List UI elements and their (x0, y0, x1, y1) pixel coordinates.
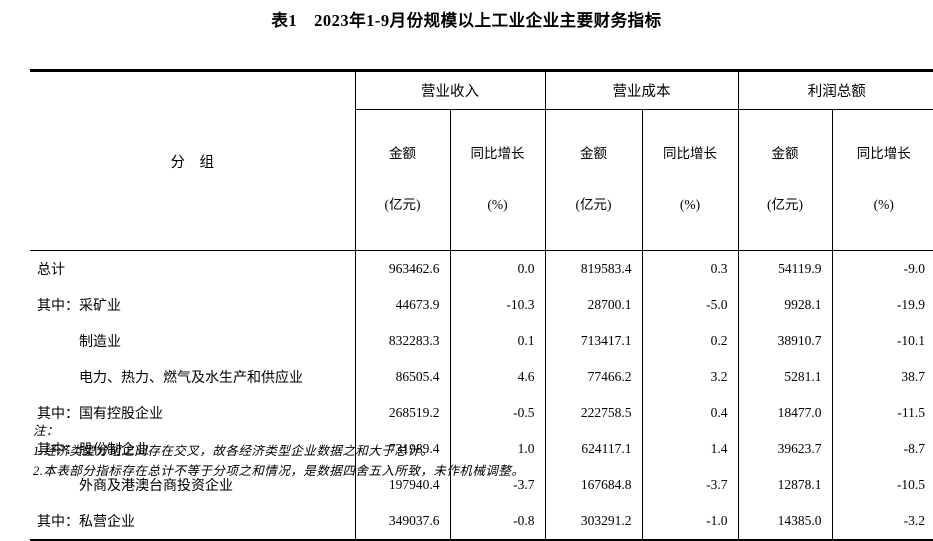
cell-value: 0.3 (642, 251, 738, 288)
cell-value: 9928.1 (738, 287, 832, 323)
cell-value: 3.2 (642, 359, 738, 395)
cell-value: 963462.6 (355, 251, 450, 288)
cell-value: 14385.0 (738, 503, 832, 540)
table-row-private: 其中：私营企业 349037.6 -0.8 303291.2 -1.0 1438… (30, 503, 933, 540)
subheader-line2: (亿元) (546, 196, 642, 213)
column-header-revenue: 营业收入 (355, 71, 545, 110)
cell-value: -19.9 (832, 287, 933, 323)
cell-value: -10.1 (832, 323, 933, 359)
cell-value: -10.3 (450, 287, 545, 323)
table-row-utilities: 电力、热力、燃气及水生产和供应业 86505.4 4.6 77466.2 3.2… (30, 359, 933, 395)
cell-value: 349037.6 (355, 503, 450, 540)
cell-value: 713417.1 (545, 323, 642, 359)
subheader-line1: 金额 (356, 145, 450, 162)
subheader-line1: 同比增长 (833, 145, 933, 162)
row-label: 其中：采矿业 (30, 287, 355, 323)
subheader-revenue-growth: 同比增长 (%) (450, 110, 545, 251)
row-label: 其中：私营企业 (30, 503, 355, 540)
cell-value: -0.8 (450, 503, 545, 540)
cell-value: -1.0 (642, 503, 738, 540)
cell-value: 44673.9 (355, 287, 450, 323)
subheader-revenue-amount: 金额 (亿元) (355, 110, 450, 251)
cell-value: 5281.1 (738, 359, 832, 395)
column-header-profit: 利润总额 (738, 71, 933, 110)
cell-value: 0.2 (642, 323, 738, 359)
page: { "title": "表1 2023年1-9月份规模以上工业企业主要财务指标"… (0, 0, 933, 484)
page-title: 表1 2023年1-9月份规模以上工业企业主要财务指标 (0, 7, 933, 31)
cell-value: 0.1 (450, 323, 545, 359)
subheader-cost-amount: 金额 (亿元) (545, 110, 642, 251)
cell-value: 0.0 (450, 251, 545, 288)
subheader-line1: 金额 (546, 145, 642, 162)
cell-value: -9.0 (832, 251, 933, 288)
row-label: 总计 (30, 251, 355, 288)
table-row-manufacturing: 制造业 832283.3 0.1 713417.1 0.2 38910.7 -1… (30, 323, 933, 359)
column-header-group: 分 组 (30, 71, 355, 251)
column-header-cost: 营业成本 (545, 71, 738, 110)
subheader-line2: (亿元) (739, 196, 832, 213)
subheader-profit-amount: 金额 (亿元) (738, 110, 832, 251)
cell-value: 77466.2 (545, 359, 642, 395)
subheader-line2: (亿元) (356, 196, 450, 213)
cell-value: 819583.4 (545, 251, 642, 288)
subheader-line2: (%) (643, 196, 738, 213)
subheader-line1: 同比增长 (643, 145, 738, 162)
subheader-line2: (%) (833, 196, 933, 213)
header-row-groups: 分 组 营业收入 营业成本 利润总额 (30, 71, 933, 110)
cell-value: -3.2 (832, 503, 933, 540)
table-notes: 注： 1.经济类型分组之间存在交叉，故各经济类型企业数据之和大于总计。 2.本表… (33, 421, 913, 481)
table-row-total: 总计 963462.6 0.0 819583.4 0.3 54119.9 -9.… (30, 251, 933, 288)
subheader-line1: 同比增长 (451, 145, 545, 162)
cell-value: 28700.1 (545, 287, 642, 323)
subheader-line1: 金额 (739, 145, 832, 162)
cell-value: 38.7 (832, 359, 933, 395)
cell-value: 4.6 (450, 359, 545, 395)
subheader-profit-growth: 同比增长 (%) (832, 110, 933, 251)
cell-value: 303291.2 (545, 503, 642, 540)
subheader-cost-growth: 同比增长 (%) (642, 110, 738, 251)
notes-label: 注： (33, 421, 913, 441)
cell-value: -5.0 (642, 287, 738, 323)
cell-value: 86505.4 (355, 359, 450, 395)
table-row-mining: 其中：采矿业 44673.9 -10.3 28700.1 -5.0 9928.1… (30, 287, 933, 323)
subheader-line2: (%) (451, 196, 545, 213)
note-item-1: 1.经济类型分组之间存在交叉，故各经济类型企业数据之和大于总计。 (33, 441, 913, 461)
cell-value: 38910.7 (738, 323, 832, 359)
cell-value: 54119.9 (738, 251, 832, 288)
note-item-2: 2.本表部分指标存在总计不等于分项之和情况，是数据四舍五入所致，未作机械调整。 (33, 461, 913, 481)
cell-value: 832283.3 (355, 323, 450, 359)
row-label: 制造业 (30, 323, 355, 359)
row-label: 电力、热力、燃气及水生产和供应业 (30, 359, 355, 395)
